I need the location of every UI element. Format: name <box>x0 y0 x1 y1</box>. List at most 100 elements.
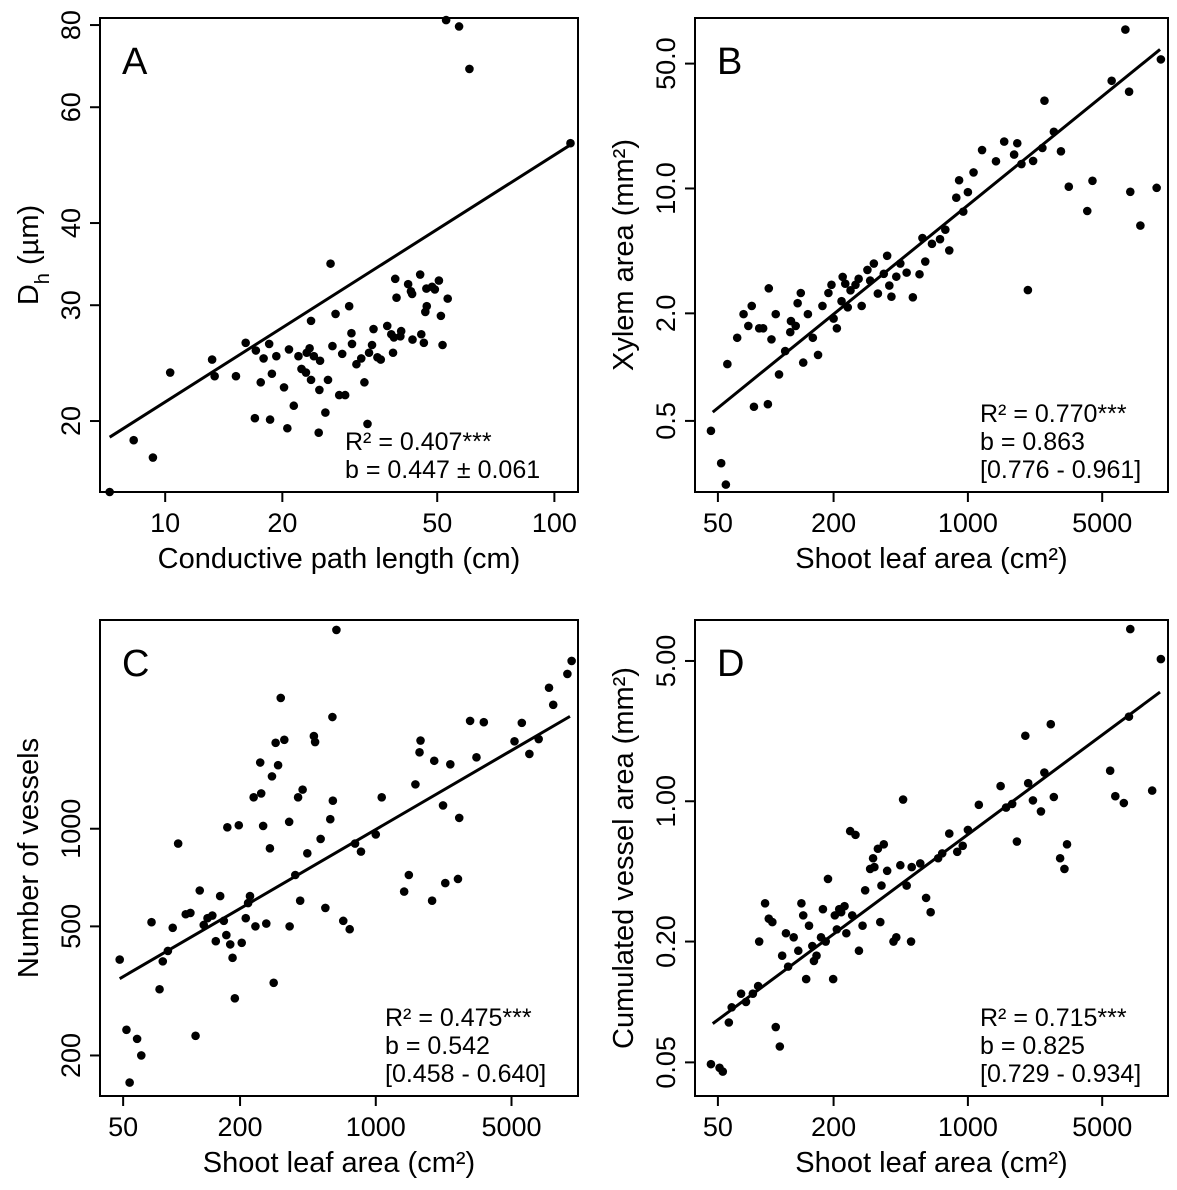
panel-b-point <box>941 225 950 234</box>
panel-c-point <box>147 917 156 927</box>
panel-c-point <box>453 874 463 884</box>
panel-b-point <box>1064 182 1074 192</box>
panel-c-point <box>427 896 437 905</box>
panel-c-point <box>446 759 455 769</box>
panel-b-point <box>1088 176 1097 186</box>
panel-c-point <box>208 911 217 920</box>
panel-d-point <box>882 866 892 876</box>
panel-b-point <box>969 168 978 177</box>
panel-d-point <box>847 911 857 920</box>
panel-c-point <box>465 716 475 726</box>
panel-c-point <box>234 820 244 830</box>
panel-d-point <box>896 860 905 870</box>
panel-b-point <box>716 458 726 468</box>
panel-d-y-tick-label: 0.05 <box>651 1036 681 1089</box>
panel-c-point <box>303 848 312 858</box>
panel-d-point <box>727 1003 737 1012</box>
panel-b-fit-line <box>711 48 1161 414</box>
panel-c-point <box>223 823 232 832</box>
panel-a-point <box>207 355 217 364</box>
panel-d-point <box>1036 807 1046 816</box>
panel-b-point <box>951 193 961 202</box>
panel-a-point <box>407 289 417 299</box>
panel-a-point <box>422 301 432 311</box>
panel-a-y-axis-label: Dh (µm) <box>13 205 54 305</box>
panel-b-point <box>827 280 836 290</box>
panel-a-point <box>301 368 311 377</box>
panel-a-point <box>305 343 314 353</box>
panel-b-point <box>887 292 896 301</box>
panel-a-point <box>403 279 413 289</box>
panel-b-point <box>891 272 901 281</box>
panel-d-stat-1: R² = 0.715*** <box>980 1004 1127 1032</box>
panel-c-point <box>215 891 225 901</box>
panel-c-point <box>328 796 338 806</box>
panel-c-stat-3: [0.458 - 0.640] <box>385 1060 546 1088</box>
panel-c-point <box>332 625 341 635</box>
panel-d-x-tick-label: 200 <box>811 1112 856 1142</box>
panel-c-point <box>416 736 425 745</box>
panel-b-point <box>780 346 790 356</box>
panel-a-stat-1: R² = 0.407*** <box>345 428 492 456</box>
panel-a-point <box>306 316 316 326</box>
panel-d-point <box>771 1022 781 1032</box>
panel-b-point <box>885 281 894 290</box>
panel-c-point <box>251 922 260 931</box>
panel-a-y-tick-label: 40 <box>56 208 86 238</box>
panel-c-point <box>325 814 335 824</box>
panel-d-point <box>868 853 878 863</box>
panel-d-point <box>1021 731 1030 741</box>
panel-b-x-tick-label: 1000 <box>938 508 998 538</box>
panel-c-point <box>191 1031 200 1041</box>
panel-c-x-axis-label: Shoot leaf area (cm²) <box>203 1147 475 1179</box>
panel-c-point <box>285 922 294 931</box>
panel-d-point <box>915 859 925 868</box>
panel-b-point <box>818 301 827 311</box>
panel-b-point <box>999 137 1009 146</box>
panel-a-point <box>430 285 440 294</box>
panel-a-point <box>265 415 275 424</box>
panel-c-point <box>276 693 286 703</box>
panel-a-point <box>314 428 324 437</box>
panel-a-point <box>328 341 337 351</box>
panel-d-point <box>1119 798 1129 808</box>
panel-c-point <box>256 789 266 798</box>
panel-b-point <box>865 276 875 285</box>
panel-d-point <box>1147 786 1157 795</box>
panel-c-point <box>155 984 164 994</box>
panel-d-point <box>840 901 849 911</box>
panel-c-point <box>280 735 289 745</box>
panel-b-y-tick-label: 2.0 <box>651 295 681 333</box>
panel-b-point <box>767 335 776 344</box>
panel-d-point <box>789 932 798 942</box>
panel-b-point <box>896 259 905 268</box>
panel-c-point <box>258 821 268 831</box>
panel-c-point <box>510 737 519 746</box>
panel-c-point <box>293 792 303 802</box>
panel-b-point <box>915 269 924 279</box>
panel-d-point <box>818 904 828 914</box>
panel-a-point <box>363 419 372 429</box>
panel-a-point <box>250 413 260 423</box>
panel-a-point <box>264 339 274 349</box>
panel-b-point <box>1049 127 1059 137</box>
panel-a-point <box>382 321 392 331</box>
panel-d-point <box>873 844 883 854</box>
panel-c-point <box>219 916 229 926</box>
panel-d-point <box>832 925 842 934</box>
panel-b-point <box>832 323 842 333</box>
panel-a-point <box>352 359 361 369</box>
panel-b-point <box>882 251 892 261</box>
panel-b-point <box>803 309 813 319</box>
panel-c-point <box>125 1078 134 1087</box>
panel-b-x-axis-label: Shoot leaf area (cm²) <box>795 543 1067 575</box>
panel-d-point <box>854 946 864 956</box>
panel-c-letter: C <box>122 643 149 685</box>
panel-c-y-axis-label: Number of vessels <box>13 738 45 978</box>
panel-d-point <box>1124 712 1134 721</box>
panel-a-point <box>360 378 369 387</box>
panel-c-point <box>454 813 464 823</box>
panel-a-point <box>347 339 357 349</box>
panel-d-point <box>1111 791 1120 801</box>
panel-c-point <box>211 936 221 946</box>
